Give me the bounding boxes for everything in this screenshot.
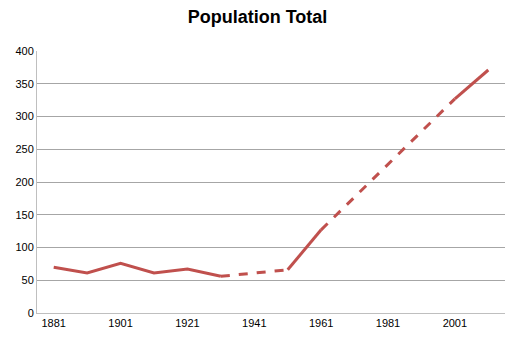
svg-text:1921: 1921 xyxy=(175,317,199,329)
svg-text:100: 100 xyxy=(15,241,33,253)
svg-text:1981: 1981 xyxy=(376,317,400,329)
svg-text:50: 50 xyxy=(22,274,34,286)
svg-text:1901: 1901 xyxy=(108,317,132,329)
svg-text:0: 0 xyxy=(28,307,34,319)
svg-text:1881: 1881 xyxy=(41,317,65,329)
svg-text:250: 250 xyxy=(15,143,33,155)
svg-text:1961: 1961 xyxy=(309,317,333,329)
svg-text:150: 150 xyxy=(15,209,33,221)
svg-text:200: 200 xyxy=(15,176,33,188)
svg-text:Population Total: Population Total xyxy=(188,7,328,27)
svg-text:400: 400 xyxy=(15,45,33,57)
svg-text:350: 350 xyxy=(15,78,33,90)
svg-text:2001: 2001 xyxy=(443,317,467,329)
svg-text:1941: 1941 xyxy=(242,317,266,329)
svg-text:300: 300 xyxy=(15,110,33,122)
